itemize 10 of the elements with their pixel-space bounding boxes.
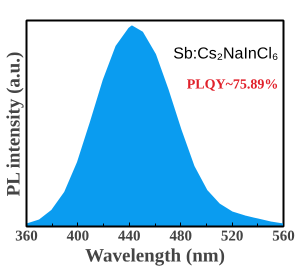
annotation: Sb:Cs₂NaInCl₆ <box>173 46 278 62</box>
x-tick-label: 400 <box>66 228 90 244</box>
x-tick-label: 560 <box>272 228 295 244</box>
x-tick-label: 440 <box>118 228 141 244</box>
annotation: PLQY~75.89% <box>186 78 278 92</box>
x-tick-label: 360 <box>15 228 38 244</box>
x-tick-label: 520 <box>220 228 244 244</box>
y-axis-title: PL intensity (a.u.) <box>4 52 24 196</box>
x-axis-title: Wavelength (nm) <box>85 246 225 266</box>
x-tick-label: 480 <box>169 228 192 244</box>
